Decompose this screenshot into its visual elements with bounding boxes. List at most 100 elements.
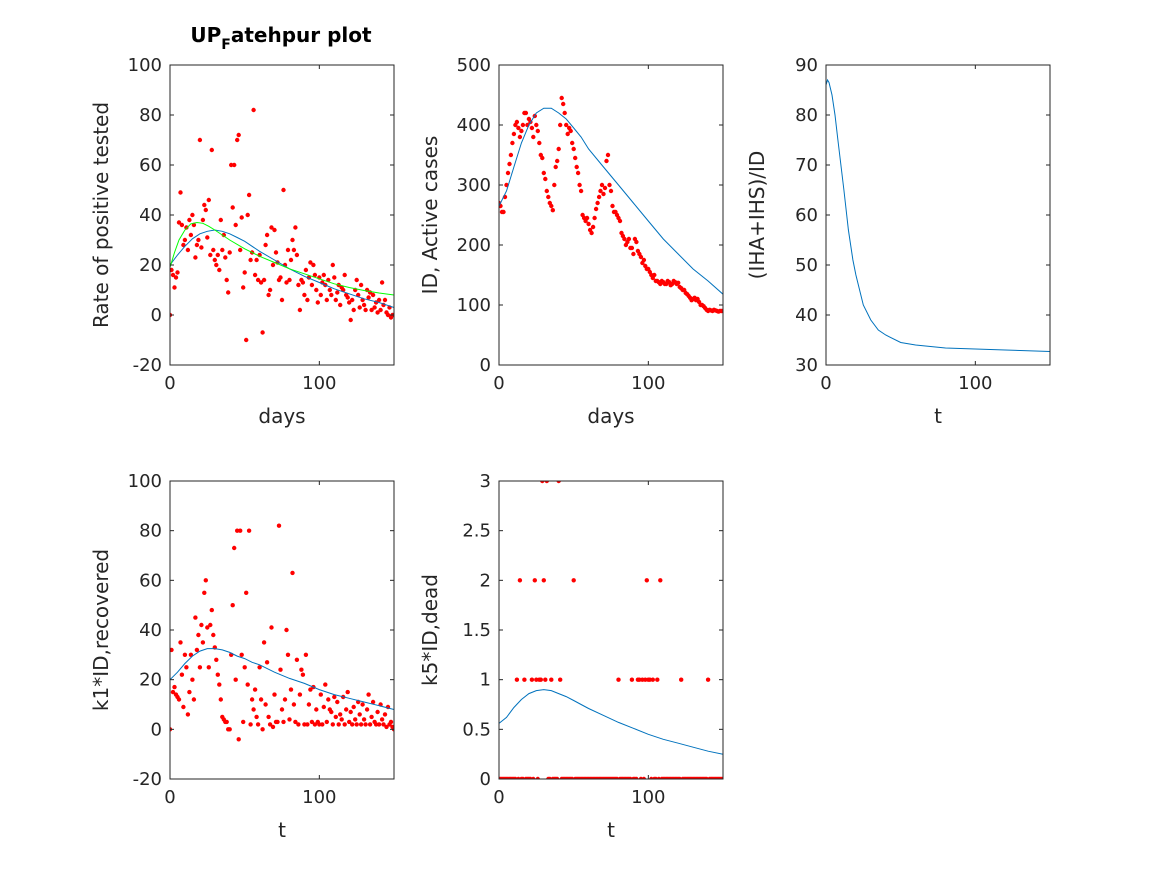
data-point (290, 237, 295, 243)
y-tick-label: 50 (795, 255, 818, 276)
data-point (178, 640, 183, 645)
y-tick-label: 400 (457, 115, 491, 136)
data-point (381, 722, 386, 727)
data-point (531, 134, 536, 140)
data-point (238, 528, 243, 533)
y-tick-label: 80 (139, 105, 162, 126)
data-point (540, 155, 545, 161)
data-point (641, 257, 647, 263)
data-point (299, 667, 304, 672)
data-point (549, 677, 554, 682)
data-point (363, 722, 368, 727)
data-point (257, 665, 262, 670)
data-point (370, 699, 376, 705)
y-tick-label: -20 (133, 769, 162, 790)
data-point (230, 205, 235, 210)
data-point (297, 307, 303, 313)
data-point (175, 270, 180, 275)
data-point (258, 280, 264, 285)
data-point (227, 727, 232, 732)
data-point (574, 164, 579, 170)
data-point (329, 709, 334, 715)
data-point (522, 677, 527, 682)
data-point (272, 227, 277, 233)
data-point (242, 270, 247, 275)
data-point (255, 722, 261, 727)
y-axis-label: Rate of positive tested (89, 102, 113, 328)
data-point (179, 222, 185, 228)
x-tick-label: 100 (302, 787, 336, 808)
data-point (335, 699, 340, 705)
data-point (537, 140, 542, 146)
data-point (631, 251, 636, 257)
data-point (176, 220, 182, 225)
data-point (194, 242, 200, 248)
data-point (270, 262, 276, 268)
data-point (318, 292, 323, 298)
data-point (239, 652, 244, 657)
series-line-3 (170, 221, 394, 296)
data-point (291, 702, 297, 707)
data-point (170, 647, 174, 653)
subplot-3: 0 100 30 40 50 60 70 80 90 t (IHA+IHS)/ID (745, 55, 1051, 428)
data-point (605, 152, 611, 158)
data-point (565, 131, 570, 137)
data-point (382, 297, 388, 303)
series-line-2 (170, 229, 394, 308)
y-tick-label: 40 (795, 305, 818, 326)
data-point (273, 250, 279, 255)
y-axis-label: ID, Active cases (418, 136, 442, 295)
data-point (287, 717, 292, 722)
data-point (190, 677, 195, 682)
data-point (553, 164, 558, 170)
data-point (351, 704, 356, 710)
data-point (607, 182, 612, 188)
data-point (191, 222, 197, 228)
data-point (658, 578, 663, 583)
data-point (357, 305, 362, 310)
y-tick-label: 20 (139, 670, 162, 691)
y-tick-label: 60 (139, 155, 162, 176)
axes-box (169, 480, 395, 780)
y-tick-label: 500 (457, 55, 491, 76)
data-point (347, 719, 352, 725)
data-point (616, 677, 621, 682)
data-point (178, 190, 183, 195)
data-point (388, 719, 394, 725)
data-point (258, 697, 264, 702)
data-point (546, 194, 551, 200)
data-point (323, 682, 328, 687)
data-point (267, 287, 273, 293)
data-point (224, 719, 229, 725)
data-point (516, 125, 521, 131)
y-tick-label: 0 (151, 305, 162, 326)
data-point (293, 719, 298, 725)
data-point (284, 627, 289, 633)
data-point (596, 194, 602, 200)
data-point (601, 191, 606, 197)
data-point (555, 158, 560, 164)
series-line-1 (826, 78, 1050, 352)
data-point (571, 146, 576, 152)
data-point (312, 272, 318, 278)
data-point (571, 578, 576, 583)
data-point (285, 247, 291, 253)
data-point (330, 722, 335, 727)
data-point (354, 722, 359, 727)
x-tick-label: 100 (302, 373, 336, 394)
data-point (720, 776, 723, 779)
data-point (559, 95, 564, 101)
data-point (296, 722, 301, 727)
data-point (236, 132, 241, 138)
axes-box (498, 64, 724, 366)
data-point (586, 221, 591, 227)
data-point (170, 689, 176, 695)
data-point (182, 652, 188, 657)
data-point (608, 188, 614, 194)
y-tick-label: 80 (139, 521, 162, 542)
x-tick-label: 0 (820, 373, 831, 394)
data-point (327, 287, 332, 293)
data-point (288, 687, 294, 692)
data-point (535, 776, 540, 779)
